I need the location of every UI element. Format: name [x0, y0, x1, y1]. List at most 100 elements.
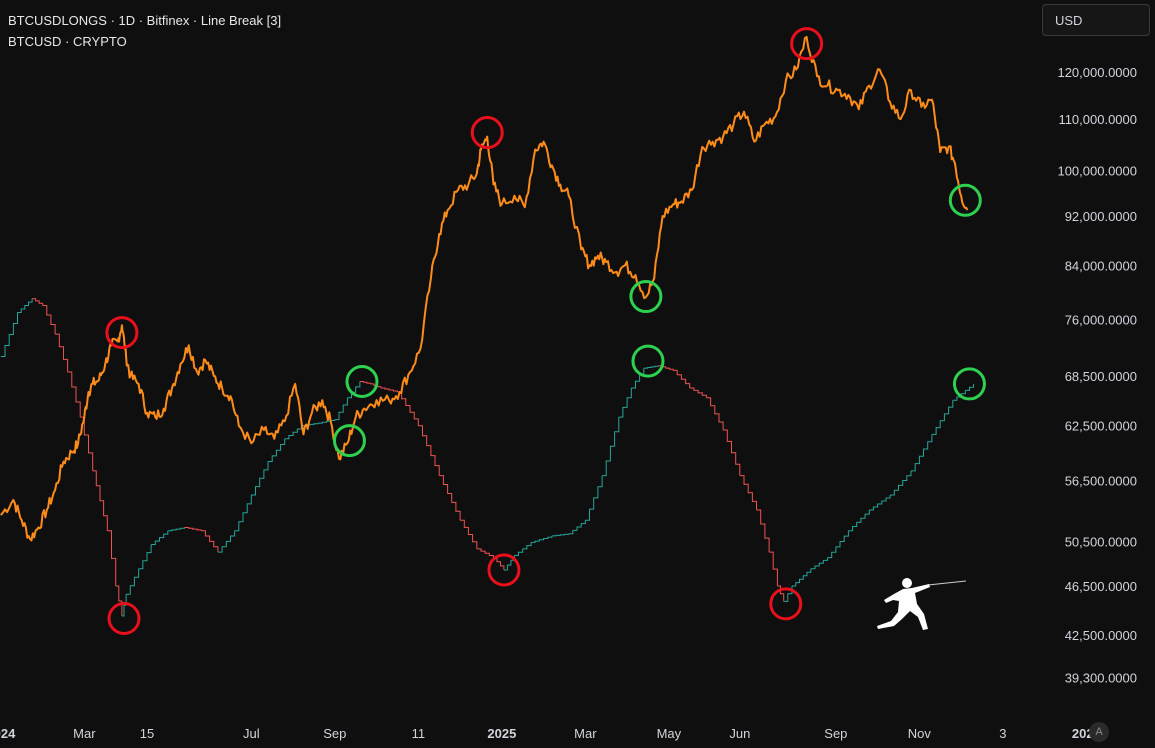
longs-step-segment — [359, 381, 371, 384]
longs-step-segment — [869, 495, 891, 511]
longs-step-segment — [17, 298, 33, 313]
longs-step-segment — [67, 371, 81, 418]
price-tick-label: 62,500.0000 — [1065, 419, 1137, 434]
longs-step-segment — [568, 520, 586, 535]
price-tick-label: 110,000.0000 — [1058, 112, 1137, 127]
longs-step-segment — [151, 530, 169, 545]
plot-area[interactable] — [0, 27, 986, 635]
longs-step-segment — [585, 475, 603, 521]
green-marker-circle — [948, 183, 982, 217]
longs-step-segment — [792, 568, 812, 587]
longs-step-segment — [848, 510, 870, 532]
longs-step-segment — [931, 400, 954, 435]
time-tick-label: Jun — [729, 726, 750, 741]
time-tick-label: Mar — [574, 726, 597, 741]
price-tick-label: 68,500.0000 — [1065, 369, 1137, 384]
time-tick-label: 2024 — [0, 726, 16, 741]
longs-step-segment — [643, 365, 659, 369]
longs-step-segment — [347, 381, 361, 399]
time-axis[interactable]: 2024Mar15JulSep112025MarMayJunSepNov3202… — [0, 726, 1101, 741]
green-marker-circle — [631, 344, 665, 378]
longs-step-segment — [55, 333, 69, 372]
legend-title: BTCUSDLONGS · 1D · Bitfinex · Line Break… — [8, 13, 282, 28]
longs-step-segment — [418, 425, 440, 476]
longs-step-segment — [107, 530, 117, 586]
longs-step-segment — [618, 388, 632, 418]
green-marker-circle — [952, 367, 986, 401]
time-tick-label: Jul — [243, 726, 260, 741]
currency-selector[interactable]: USD — [1042, 4, 1150, 36]
longs-step-segment — [92, 470, 108, 531]
time-tick-label: 15 — [140, 726, 154, 741]
green-marker-circle — [332, 424, 366, 458]
longs-step-segment — [42, 305, 56, 335]
red-marker-circle — [107, 601, 141, 635]
longs-step-segment — [380, 387, 398, 392]
longs-step-segment — [234, 495, 252, 532]
longs-step-segment — [689, 387, 707, 398]
longs-step-segment — [769, 551, 778, 586]
time-tick-label: Sep — [323, 726, 346, 741]
time-tick-label: 3 — [999, 726, 1006, 741]
price-tick-label: 56,500.0000 — [1065, 473, 1137, 488]
green-marker-circle — [345, 365, 379, 399]
time-tick-label: 11 — [412, 726, 426, 741]
price-tick-label: 46,500.0000 — [1065, 579, 1137, 594]
longs-step-segment — [739, 475, 757, 510]
red-marker-circle — [790, 27, 824, 61]
longs-step-segment — [167, 527, 185, 532]
time-tick-label: Nov — [908, 726, 932, 741]
longs-step-segment — [890, 470, 912, 496]
longs-step-segment — [121, 594, 127, 617]
fencer-icon — [877, 578, 967, 630]
price-tick-label: 42,500.0000 — [1065, 628, 1137, 643]
time-tick-label: Sep — [824, 726, 847, 741]
longs-step-segment — [706, 397, 724, 430]
longs-step-segment — [673, 369, 691, 388]
longs-step-segment — [284, 425, 302, 440]
red-marker-circle — [470, 116, 504, 150]
longs-step-segment — [201, 530, 219, 553]
red-marker-circle — [105, 316, 139, 350]
time-tick-label: 2025 — [487, 726, 516, 741]
longs-step-segment — [827, 530, 849, 559]
longs-step-segment — [551, 533, 570, 537]
longs-step-segment — [251, 461, 269, 496]
longs-step-segment — [138, 544, 152, 570]
longs-step-segment — [126, 568, 140, 595]
price-tick-label: 84,000.0000 — [1065, 258, 1137, 273]
time-tick-label: Mar — [73, 726, 96, 741]
longs-step-segment — [217, 530, 236, 553]
longs-step-segment — [514, 542, 532, 556]
longs-step-segment — [810, 557, 828, 570]
btcusd-price-line[interactable] — [0, 35, 969, 542]
price-tick-label: 50,500.0000 — [1065, 534, 1137, 549]
longs-step-segment — [965, 383, 975, 391]
red-marker-circle — [769, 587, 803, 621]
red-marker-circle — [487, 553, 521, 587]
price-axis[interactable]: 120,000.0000 110,000.0000 100,000.0000 92,0… — [1057, 65, 1137, 685]
longs-step-segment — [911, 434, 933, 472]
longs-step-segment — [32, 298, 44, 306]
longs-step-segment — [0, 312, 18, 357]
longs-step-segment — [334, 397, 348, 421]
green-marker-circle — [629, 280, 663, 314]
longs-step-segment — [460, 519, 478, 549]
price-tick-label: 39,300.0000 — [1065, 670, 1137, 685]
auto-scale-button[interactable]: A — [1089, 722, 1109, 742]
price-tick-label: 120,000.0000 — [1057, 65, 1137, 80]
longs-step-segment — [531, 535, 553, 543]
legend-symbol: BTCUSD · CRYPTO — [8, 34, 127, 49]
price-tick-label: 76,000.0000 — [1065, 313, 1137, 328]
longs-step-segment — [318, 419, 336, 424]
longs-step-segment — [268, 438, 286, 462]
price-tick-label: 100,000.0000 — [1057, 164, 1137, 179]
longs-step-segment — [439, 475, 461, 521]
longs-step-segment — [476, 548, 494, 558]
longs-step-segment — [184, 527, 202, 531]
chart-legend: BTCUSDLONGS · 1D · Bitfinex · Line Break… — [8, 10, 281, 52]
time-tick-label: May — [657, 726, 682, 741]
price-tick-label: 92,000.0000 — [1065, 209, 1137, 224]
